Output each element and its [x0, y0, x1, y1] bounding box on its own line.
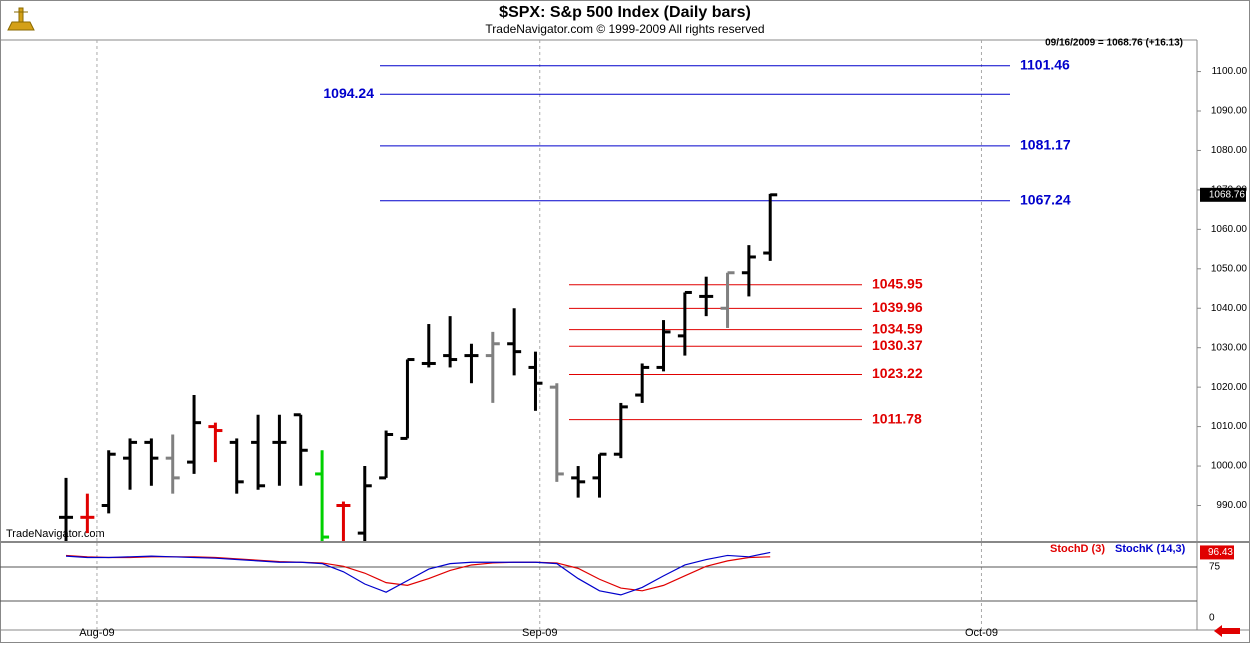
y-tick-label: 1100.00	[1212, 66, 1248, 77]
x-tick-label: Aug-09	[79, 627, 114, 639]
level-label: 1067.24	[1020, 191, 1071, 207]
y-tick-label: 1080.00	[1211, 145, 1248, 156]
y-tick-label: 1000.00	[1211, 461, 1248, 472]
last-price-label: 1068.76	[1209, 189, 1246, 200]
bars	[59, 193, 778, 541]
y-tick-label: 1060.00	[1211, 224, 1248, 235]
level-label: 1011.78	[872, 410, 922, 426]
last-price-box	[1200, 187, 1246, 202]
scroll-arrow[interactable]	[1214, 625, 1240, 637]
last-value-label: 96.43	[1208, 547, 1233, 558]
level-label: 1045.95	[872, 275, 923, 291]
level-label: 1023.22	[872, 365, 923, 381]
watermark: TradeNavigator.com	[6, 528, 105, 540]
level-label: 1030.37	[872, 337, 923, 353]
y-tick-label: 1090.00	[1211, 106, 1248, 117]
x-tick-label: Sep-09	[522, 627, 557, 639]
level-label: 1039.96	[872, 299, 923, 315]
stoch-line	[65, 551, 771, 596]
level-label: 1101.46	[1020, 57, 1070, 73]
y-tick-label: 1030.00	[1211, 342, 1248, 353]
level-label: 1081.17	[1020, 137, 1071, 153]
quote: 09/16/2009 = 1068.76 (+16.13)	[1045, 38, 1183, 49]
chart-title: $SPX: S&p 500 Index (Daily bars)	[499, 4, 751, 21]
y-tick-label: 1020.00	[1211, 382, 1248, 393]
y-tick-label: 1040.00	[1211, 303, 1248, 314]
level-label: 1094.24	[323, 85, 374, 101]
y-tick-label: 75	[1209, 562, 1221, 573]
y-tick-label: 990.00	[1216, 500, 1247, 511]
last-value-box	[1200, 545, 1234, 560]
logo	[7, 7, 35, 31]
legend-entry: StochD (3)	[1050, 543, 1105, 555]
chart-subtitle: TradeNavigator.com © 1999-2009 All right…	[485, 22, 764, 36]
legend-entry: StochK (14,3)	[1115, 543, 1186, 555]
x-tick-label: Oct-09	[965, 627, 998, 639]
y-tick-label: 0	[1209, 613, 1215, 624]
y-tick-label: 1050.00	[1211, 263, 1248, 274]
y-tick-label: 1010.00	[1211, 421, 1248, 432]
level-label: 1034.59	[872, 320, 923, 336]
